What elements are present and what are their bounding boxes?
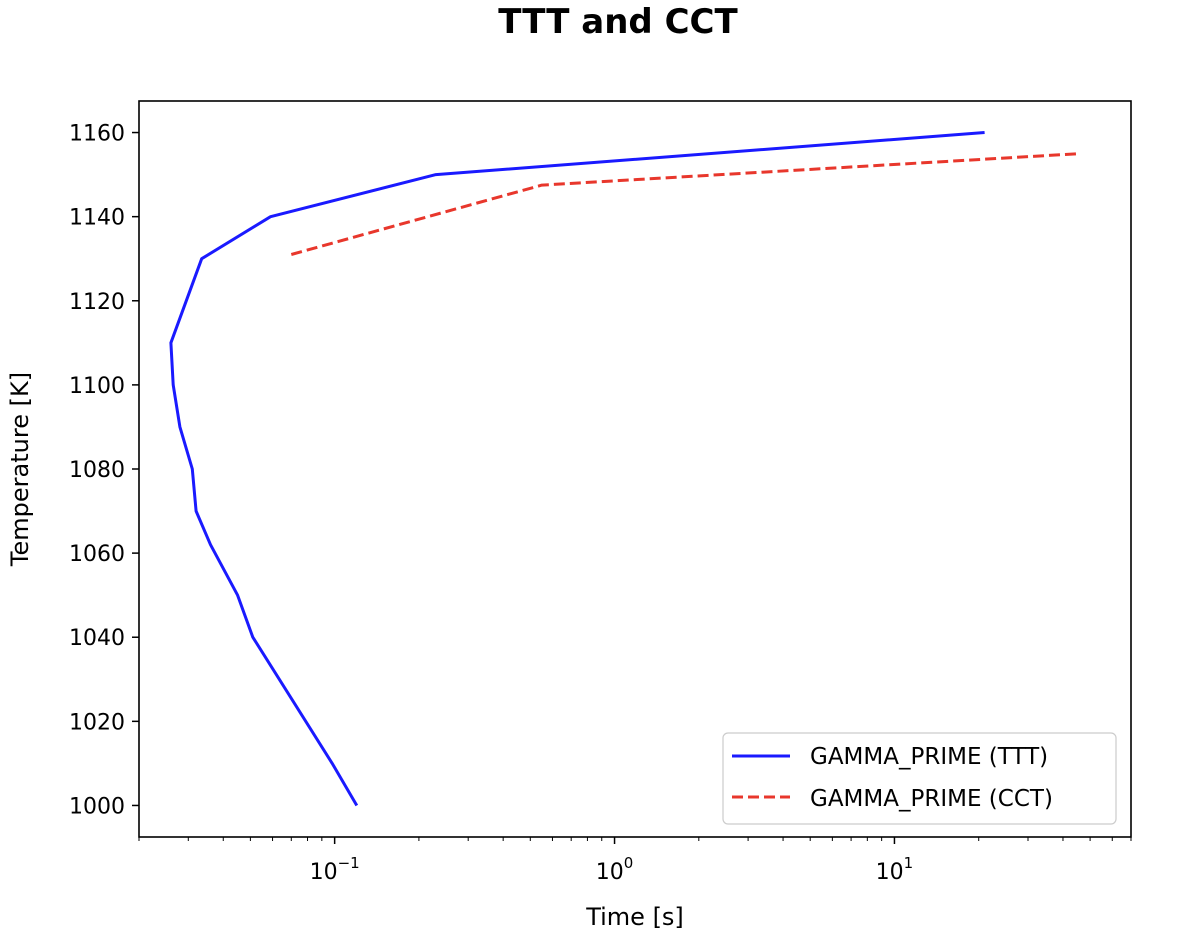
legend: GAMMA_PRIME (TTT) GAMMA_PRIME (CCT): [722, 732, 1117, 825]
legend-box: [722, 732, 1117, 825]
x-tick-label: 101: [876, 854, 914, 885]
y-axis-ticks: 1000 1020 1040 1060 1080 1100 1120 1140 1160: [69, 122, 139, 819]
y-tick-label: 1080: [69, 458, 125, 483]
plot-area: [139, 101, 1131, 837]
y-tick-label: 1060: [69, 542, 125, 567]
series-line-1: [290, 152, 1081, 256]
y-tick-label: 1140: [69, 206, 125, 231]
y-tick-label: 1120: [69, 290, 125, 315]
x-tick-label: 100: [596, 854, 634, 885]
legend-label-ttt: GAMMA_PRIME (TTT): [810, 744, 1048, 770]
y-tick-label: 1100: [69, 374, 125, 399]
y-tick-label: 1160: [69, 122, 125, 147]
y-tick-label: 1040: [69, 626, 125, 651]
y-axis-label: Temperature [K]: [6, 372, 34, 567]
y-tick-label: 1020: [69, 710, 125, 735]
x-axis-label: Time [s]: [585, 903, 684, 931]
series-line-0: [169, 131, 985, 807]
x-axis-ticks: 10−1 100 101: [138, 837, 1132, 885]
x-tick-label: 10−1: [310, 854, 360, 885]
legend-label-cct: GAMMA_PRIME (CCT): [810, 786, 1053, 812]
chart-title: TTT and CCT: [498, 2, 738, 42]
y-tick-label: 1000: [69, 794, 125, 819]
series-layer: [169, 131, 1081, 807]
